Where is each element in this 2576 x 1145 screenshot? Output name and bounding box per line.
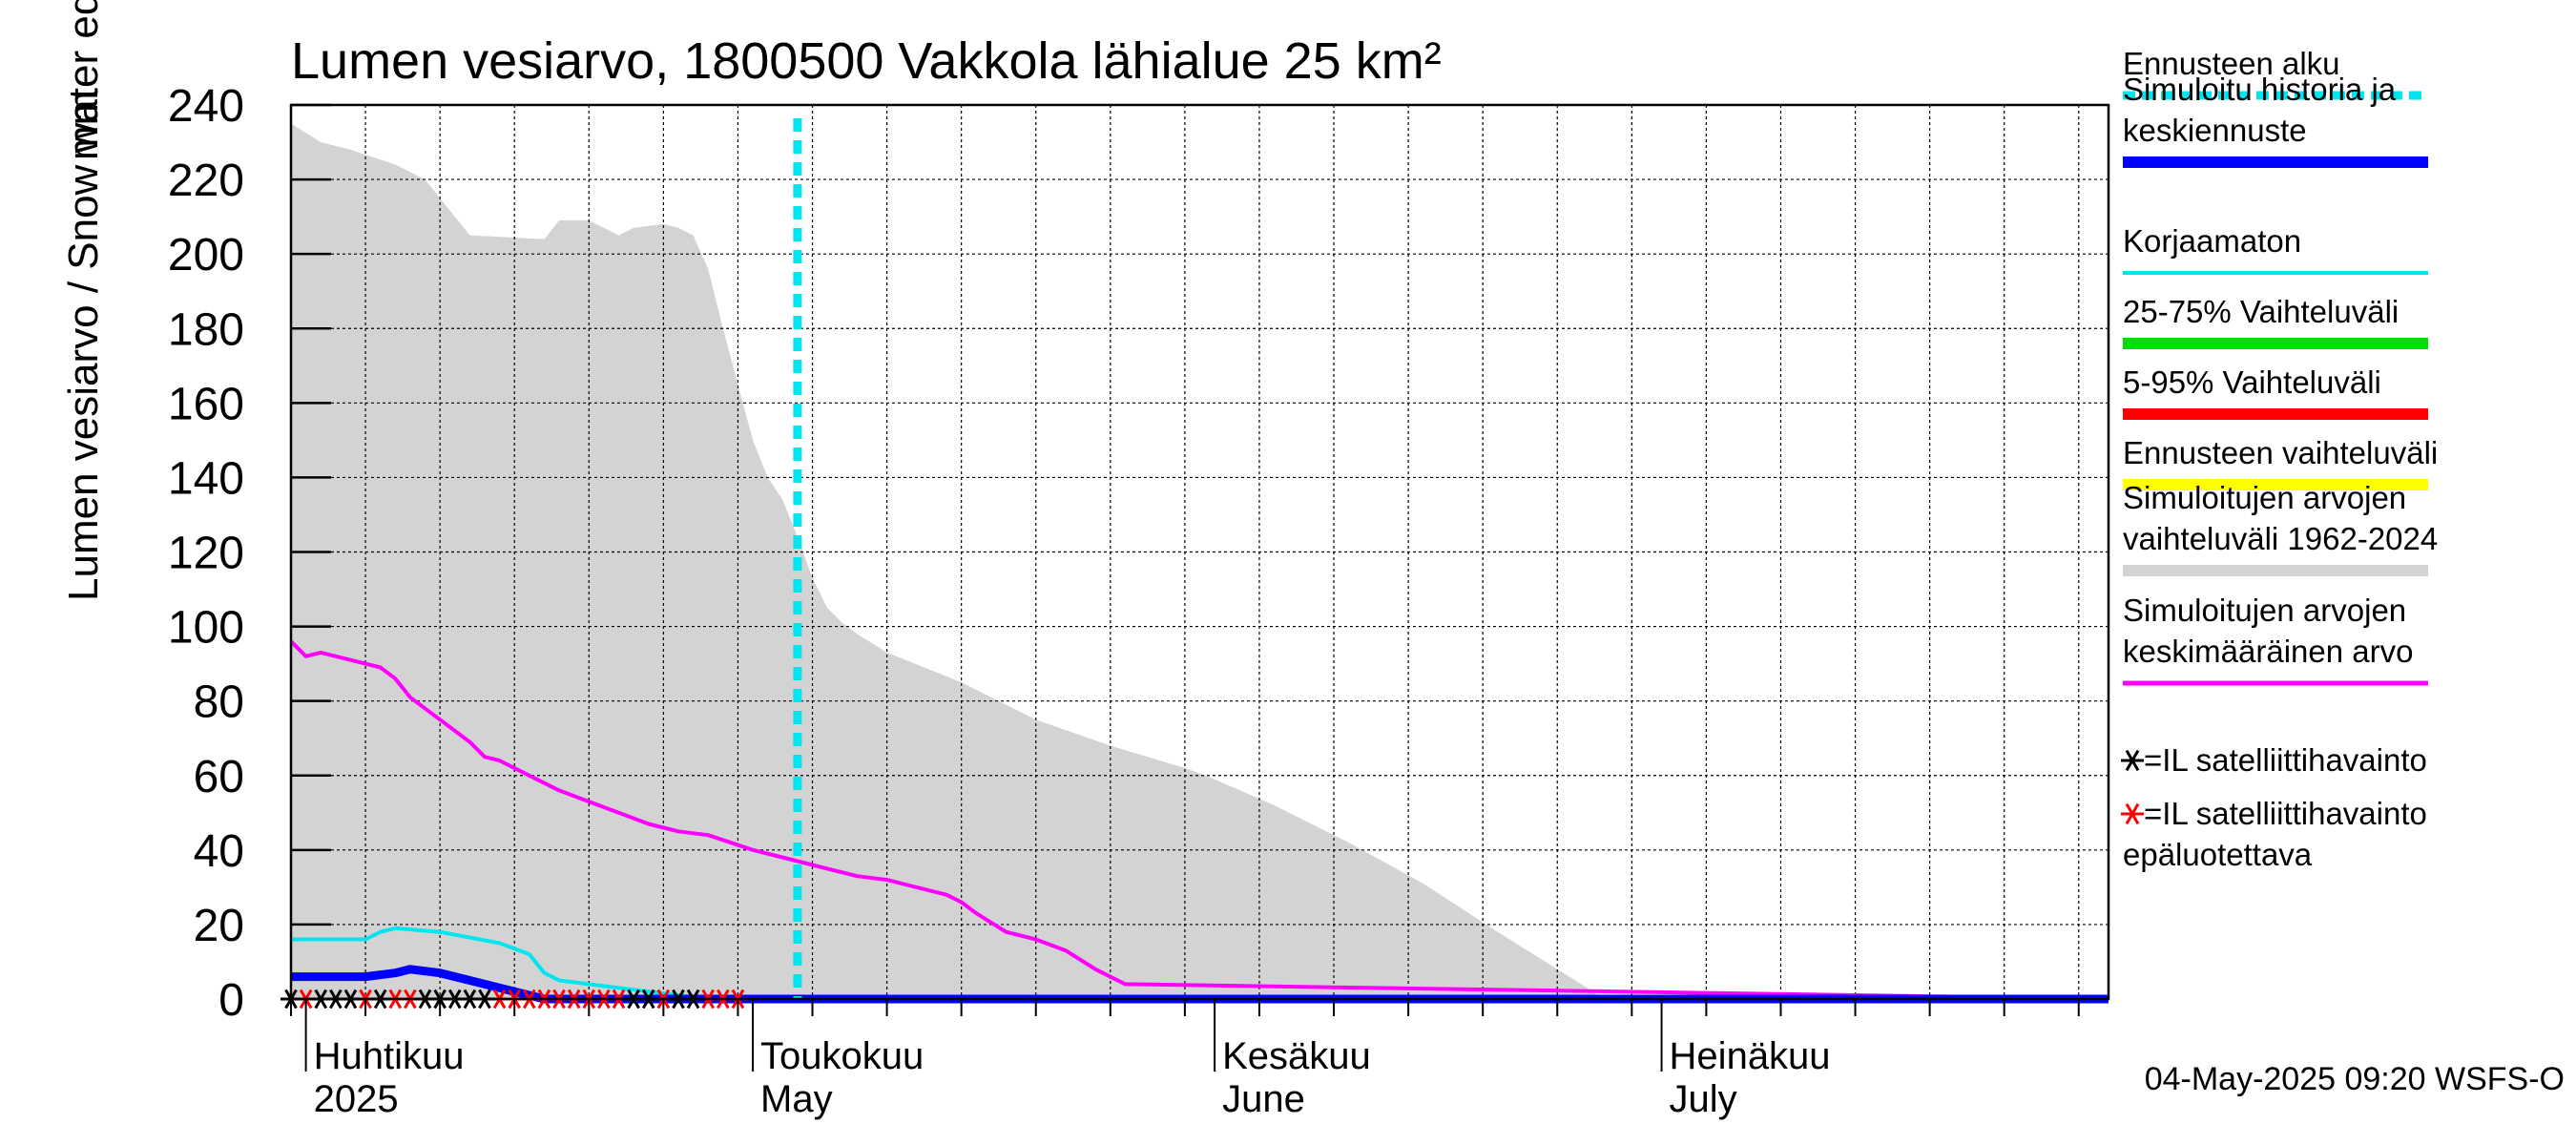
x-month-label-en: June	[1222, 1078, 1305, 1120]
legend-satellite-label: =IL satelliittihavainto	[2144, 742, 2427, 778]
y-tick-label: 220	[168, 156, 244, 206]
legend-satellite-unreliable-icon	[2121, 802, 2144, 825]
legend-label: 5-95% Vaihteluväli	[2123, 364, 2381, 400]
y-tick-label: 180	[168, 304, 244, 355]
series-line	[291, 926, 2109, 1001]
x-month-label-en: July	[1670, 1078, 1737, 1120]
y-tick-label: 200	[168, 230, 244, 281]
range-band-1962-2024	[291, 123, 2109, 999]
y-tick-label: 240	[168, 81, 244, 132]
y-tick-label: 120	[168, 529, 244, 579]
y-tick-label: 0	[218, 975, 244, 1026]
legend-label: Ennusteen alku	[2123, 46, 2340, 81]
x-month-label-fi: Huhtikuu	[314, 1035, 465, 1077]
legend-label: keskimääräinen arvo	[2123, 634, 2413, 669]
chart-title: Lumen vesiarvo, 1800500 Vakkola lähialue…	[291, 32, 1442, 90]
asterisk-stroke	[2125, 802, 2140, 825]
y-tick-label: 80	[194, 677, 244, 728]
legend-label: Simuloitujen arvojen	[2123, 593, 2406, 628]
legend-label: Ennusteen vaihteluväli	[2123, 435, 2438, 470]
x-month-label-fi: Kesäkuu	[1222, 1035, 1371, 1077]
y-tick-label: 140	[168, 453, 244, 504]
legend-label: 25-75% Vaihteluväli	[2123, 294, 2399, 329]
y-tick-label: 160	[168, 379, 244, 429]
legend-label: Korjaamaton	[2123, 223, 2301, 259]
y-axis-unit: mm	[60, 91, 107, 160]
y-tick-label: 40	[194, 826, 244, 877]
series-line	[289, 639, 2109, 1001]
timestamp: 04-May-2025 09:20 WSFS-O	[2145, 1061, 2565, 1097]
legend-satellite-icon	[2121, 749, 2144, 772]
plot-area: 0 20 40 60 80 100 120 140 160 180 200 220 240 Huhtiku…	[168, 81, 2110, 1120]
legend-satellite-unreliable-label-2: epäluotettava	[2123, 837, 2313, 872]
y-tick-label: 100	[168, 603, 244, 654]
legend-label: vaihteluväli 1962-2024	[2123, 521, 2438, 556]
legend-label: keskiennuste	[2123, 113, 2307, 148]
legend-satellite-unreliable-label: =IL satelliittihavainto	[2144, 796, 2427, 831]
y-tick-label: 60	[194, 752, 244, 802]
y-axis-label: Lumen vesiarvo / Snow water equiv.	[60, 0, 107, 601]
x-month-label-en: May	[760, 1078, 833, 1120]
asterisk-stroke	[2125, 749, 2140, 772]
x-month-label-fi: Heinäkuu	[1670, 1035, 1831, 1077]
x-month-label-en: 2025	[314, 1078, 399, 1120]
legend-label: Simuloitujen arvojen	[2123, 480, 2406, 515]
y-tick-label: 20	[194, 901, 244, 951]
x-month-label-fi: Toukokuu	[760, 1035, 924, 1077]
legend-label: Simuloitu historia ja	[2123, 72, 2397, 107]
